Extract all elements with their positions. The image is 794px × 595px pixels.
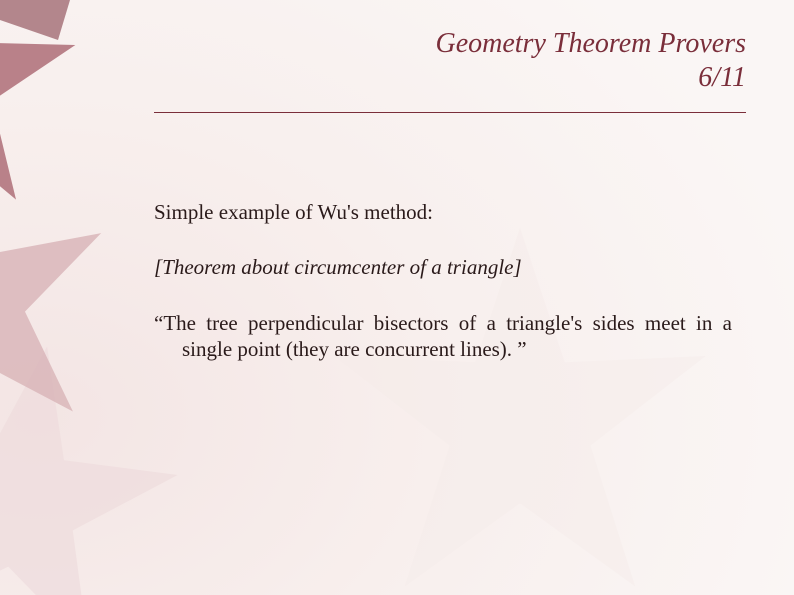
header-block: Geometry Theorem Provers 6/11 <box>435 28 746 94</box>
intro-line: Simple example of Wu's method: <box>154 200 732 225</box>
title-underline <box>154 112 746 113</box>
body-block: Simple example of Wu's method: [Theorem … <box>154 200 732 363</box>
page-number: 6/11 <box>435 62 746 94</box>
slide-title: Geometry Theorem Provers <box>435 28 746 60</box>
theorem-name: [Theorem about circumcenter of a triangl… <box>154 255 732 280</box>
theorem-statement: “The tree perpendicular bisectors of a t… <box>154 310 732 363</box>
theorem-text: “The tree perpendicular bisectors of a t… <box>154 310 732 363</box>
slide-content: Geometry Theorem Provers 6/11 Simple exa… <box>0 0 794 595</box>
